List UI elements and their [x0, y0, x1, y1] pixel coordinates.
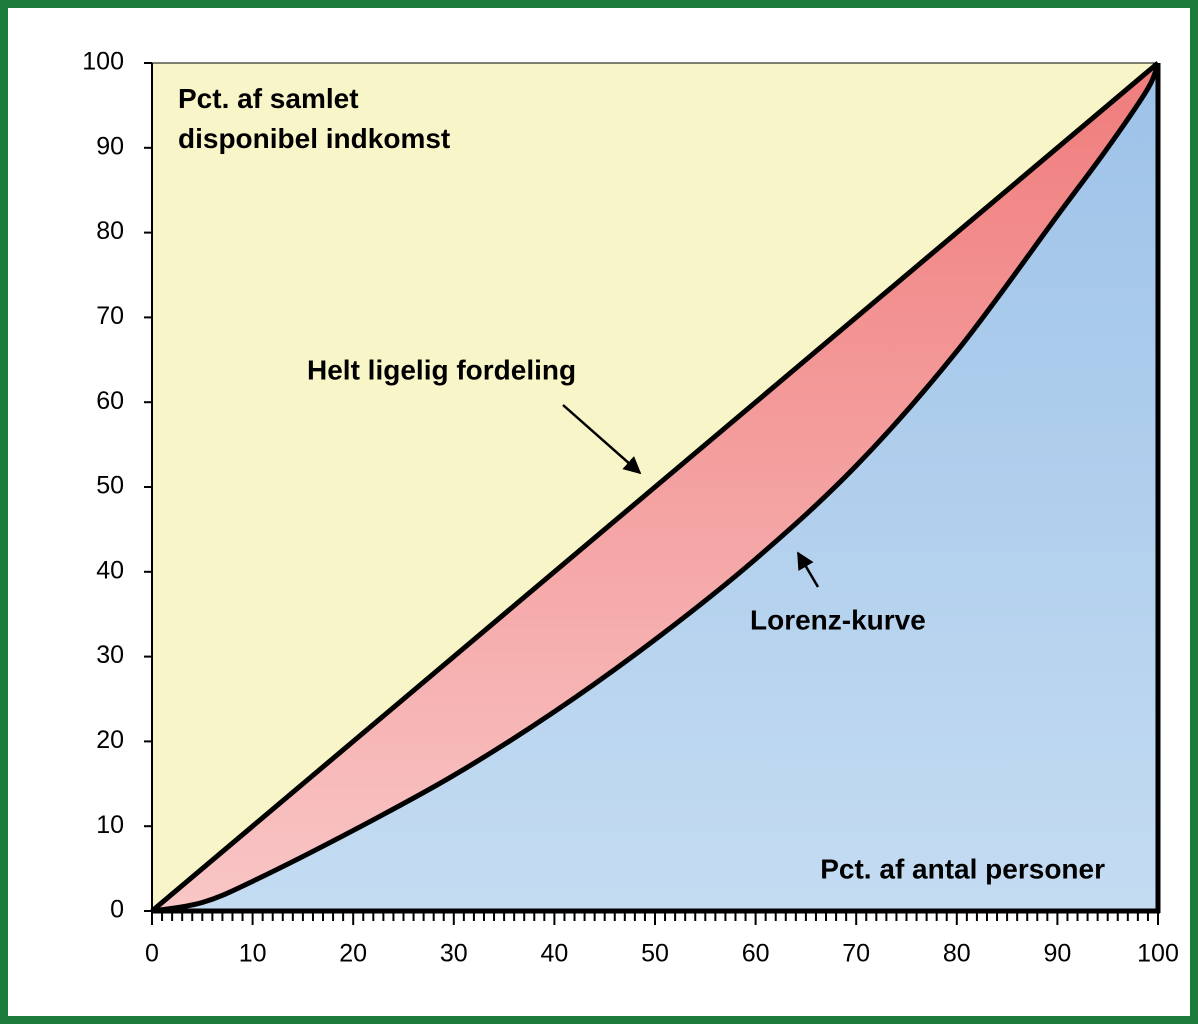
x-tick-label: 80	[943, 940, 971, 968]
x-tick-label: 60	[742, 940, 770, 968]
annotation: Helt ligelig fordeling	[307, 354, 576, 385]
x-tick-label: 70	[842, 940, 870, 968]
y-tick-label: 60	[96, 387, 124, 415]
y-axis-label-line: Pct. af samlet	[178, 83, 359, 114]
annotation: Lorenz-kurve	[750, 604, 926, 635]
annotation-arrow	[562, 404, 642, 475]
equality-line	[150, 61, 1160, 913]
x-tick-label: 30	[440, 940, 468, 968]
y-tick-label: 10	[96, 811, 124, 839]
x-tick-label: 90	[1043, 940, 1071, 968]
x-tick-label: 20	[339, 940, 367, 968]
x-tick-label: 40	[540, 940, 568, 968]
x-tick-label: 50	[641, 940, 669, 968]
x-axis-label: Pct. af antal personer	[820, 853, 1105, 884]
annotation-arrow	[796, 551, 820, 588]
y-tick-label: 100	[82, 48, 124, 76]
y-axis-label: Pct. af samlet disponibel indkomst	[178, 83, 450, 154]
lorenz-curve	[151, 62, 1161, 914]
y-tick-label: 0	[110, 896, 124, 924]
x-tick-label: 0	[145, 940, 159, 968]
y-axis-label-line: disponibel indkomst	[178, 123, 450, 154]
y-tick-label: 30	[96, 641, 124, 669]
x-tick-label: 10	[239, 940, 267, 968]
y-tick-label: 20	[96, 726, 124, 754]
y-tick-label: 50	[96, 472, 124, 500]
area-below	[152, 63, 1158, 911]
y-tick-label: 40	[96, 556, 124, 584]
y-tick-label: 90	[96, 132, 124, 160]
y-tick-label: 80	[96, 217, 124, 245]
x-tick-label: 100	[1137, 940, 1179, 968]
y-tick-label: 70	[96, 302, 124, 330]
